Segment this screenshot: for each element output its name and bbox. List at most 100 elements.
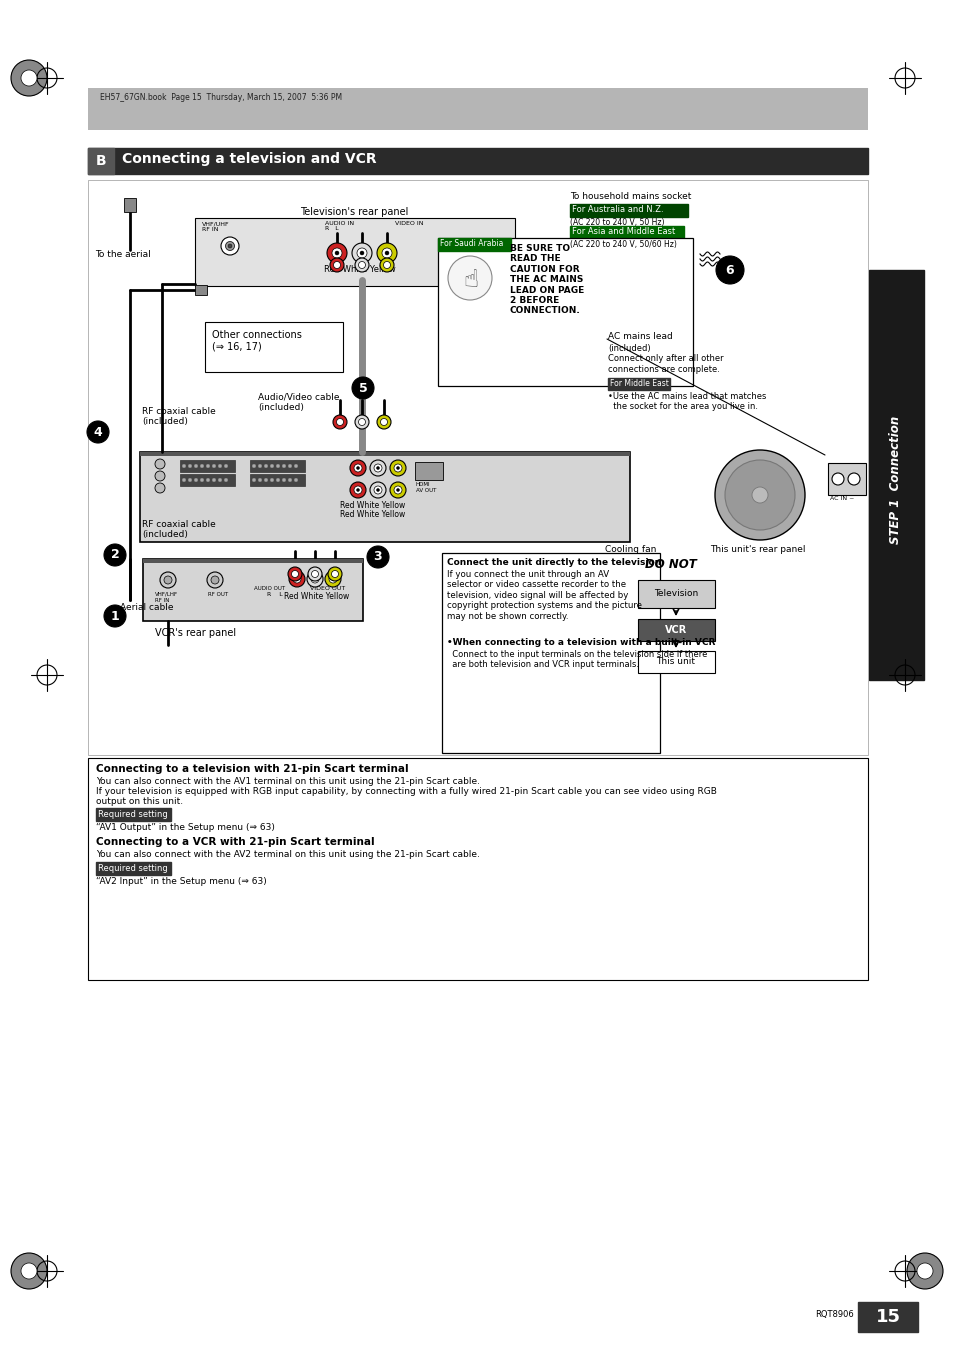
Bar xyxy=(415,462,442,480)
Circle shape xyxy=(355,258,369,272)
Text: Red White Yellow: Red White Yellow xyxy=(339,501,405,509)
Circle shape xyxy=(194,465,197,467)
Text: R    L: R L xyxy=(267,592,282,597)
Text: This unit: This unit xyxy=(656,658,695,666)
Text: Connecting to a VCR with 21-pin Scart terminal: Connecting to a VCR with 21-pin Scart te… xyxy=(96,838,375,847)
Circle shape xyxy=(228,245,232,249)
Circle shape xyxy=(381,249,392,258)
Circle shape xyxy=(376,489,379,492)
Circle shape xyxy=(282,465,286,467)
Circle shape xyxy=(376,466,379,470)
Circle shape xyxy=(282,478,286,482)
Circle shape xyxy=(154,484,165,493)
Circle shape xyxy=(355,415,369,430)
Circle shape xyxy=(352,377,374,399)
Text: AUDIO OUT: AUDIO OUT xyxy=(253,586,285,590)
Circle shape xyxy=(21,70,37,86)
Circle shape xyxy=(333,415,347,430)
Circle shape xyxy=(207,571,223,588)
Circle shape xyxy=(354,486,361,494)
Circle shape xyxy=(200,478,204,482)
Circle shape xyxy=(276,465,279,467)
Circle shape xyxy=(160,571,175,588)
Circle shape xyxy=(224,478,228,482)
Bar xyxy=(437,238,511,251)
Text: Other connections
(⇒ 16, 17): Other connections (⇒ 16, 17) xyxy=(212,330,301,351)
Circle shape xyxy=(225,242,234,250)
Circle shape xyxy=(258,478,261,482)
Circle shape xyxy=(356,489,359,492)
Circle shape xyxy=(154,471,165,481)
Text: Required setting: Required setting xyxy=(98,811,168,819)
Circle shape xyxy=(308,567,322,581)
Bar xyxy=(143,559,363,621)
Circle shape xyxy=(294,465,297,467)
Circle shape xyxy=(396,466,399,470)
Bar xyxy=(857,1302,917,1332)
Circle shape xyxy=(352,243,372,263)
Circle shape xyxy=(182,465,186,467)
Circle shape xyxy=(252,465,255,467)
Circle shape xyxy=(270,478,274,482)
Text: For Saudi Arabia: For Saudi Arabia xyxy=(439,239,503,249)
Text: 4: 4 xyxy=(93,426,102,439)
Text: RF OUT: RF OUT xyxy=(208,592,228,597)
Text: RQT8906: RQT8906 xyxy=(814,1310,853,1319)
Circle shape xyxy=(212,478,215,482)
Circle shape xyxy=(154,459,165,469)
Text: This unit's rear panel: This unit's rear panel xyxy=(709,544,804,554)
Bar xyxy=(569,226,683,239)
Circle shape xyxy=(390,459,406,476)
Circle shape xyxy=(182,478,186,482)
Bar xyxy=(194,218,515,286)
Circle shape xyxy=(289,571,305,586)
Circle shape xyxy=(292,570,298,577)
Bar xyxy=(88,180,867,755)
Bar xyxy=(437,238,692,386)
Circle shape xyxy=(295,577,298,581)
Circle shape xyxy=(224,465,228,467)
Text: B: B xyxy=(95,154,106,168)
Circle shape xyxy=(847,473,859,485)
Circle shape xyxy=(264,465,268,467)
Text: STEP 1  Connection: STEP 1 Connection xyxy=(888,416,902,544)
Text: “AV1 Output” in the Setup menu (⇒ 63): “AV1 Output” in the Setup menu (⇒ 63) xyxy=(96,823,274,832)
Circle shape xyxy=(394,463,401,471)
Circle shape xyxy=(211,576,219,584)
Circle shape xyxy=(221,236,239,255)
Text: You can also connect with the AV2 terminal on this unit using the 21-pin Scart c: You can also connect with the AV2 termin… xyxy=(96,850,479,859)
Text: Cooling fan: Cooling fan xyxy=(604,544,656,554)
Circle shape xyxy=(374,463,381,471)
Circle shape xyxy=(311,576,318,584)
Circle shape xyxy=(356,249,367,258)
Bar xyxy=(143,559,363,563)
Text: (included)
Connect only after all other
connections are complete.: (included) Connect only after all other … xyxy=(607,345,723,374)
Circle shape xyxy=(330,258,344,272)
Circle shape xyxy=(325,571,340,586)
Text: RF coaxial cable
(included): RF coaxial cable (included) xyxy=(142,407,215,427)
Text: If your television is equipped with RGB input capability, by connecting with a f: If your television is equipped with RGB … xyxy=(96,788,716,796)
Circle shape xyxy=(200,465,204,467)
Circle shape xyxy=(327,243,347,263)
Bar xyxy=(96,808,171,821)
Text: HDMI: HDMI xyxy=(416,482,430,486)
Text: output on this unit.: output on this unit. xyxy=(96,797,183,807)
Text: VIDEO OUT: VIDEO OUT xyxy=(310,586,345,590)
Text: AUDIO IN: AUDIO IN xyxy=(325,222,355,226)
Circle shape xyxy=(358,262,365,269)
Text: DO NOT: DO NOT xyxy=(644,558,696,571)
Bar xyxy=(607,378,669,390)
Bar xyxy=(180,474,234,486)
Text: 2: 2 xyxy=(111,549,119,562)
Text: Television: Television xyxy=(653,589,698,598)
Circle shape xyxy=(252,478,255,482)
Text: 15: 15 xyxy=(875,1308,900,1325)
Text: Red White Yellow: Red White Yellow xyxy=(284,592,349,601)
Circle shape xyxy=(724,459,794,530)
Bar xyxy=(250,459,305,471)
Text: For Australia and N.Z.: For Australia and N.Z. xyxy=(572,205,663,213)
Circle shape xyxy=(714,450,804,540)
Circle shape xyxy=(206,478,210,482)
Bar xyxy=(569,204,687,218)
Bar xyxy=(88,149,867,174)
